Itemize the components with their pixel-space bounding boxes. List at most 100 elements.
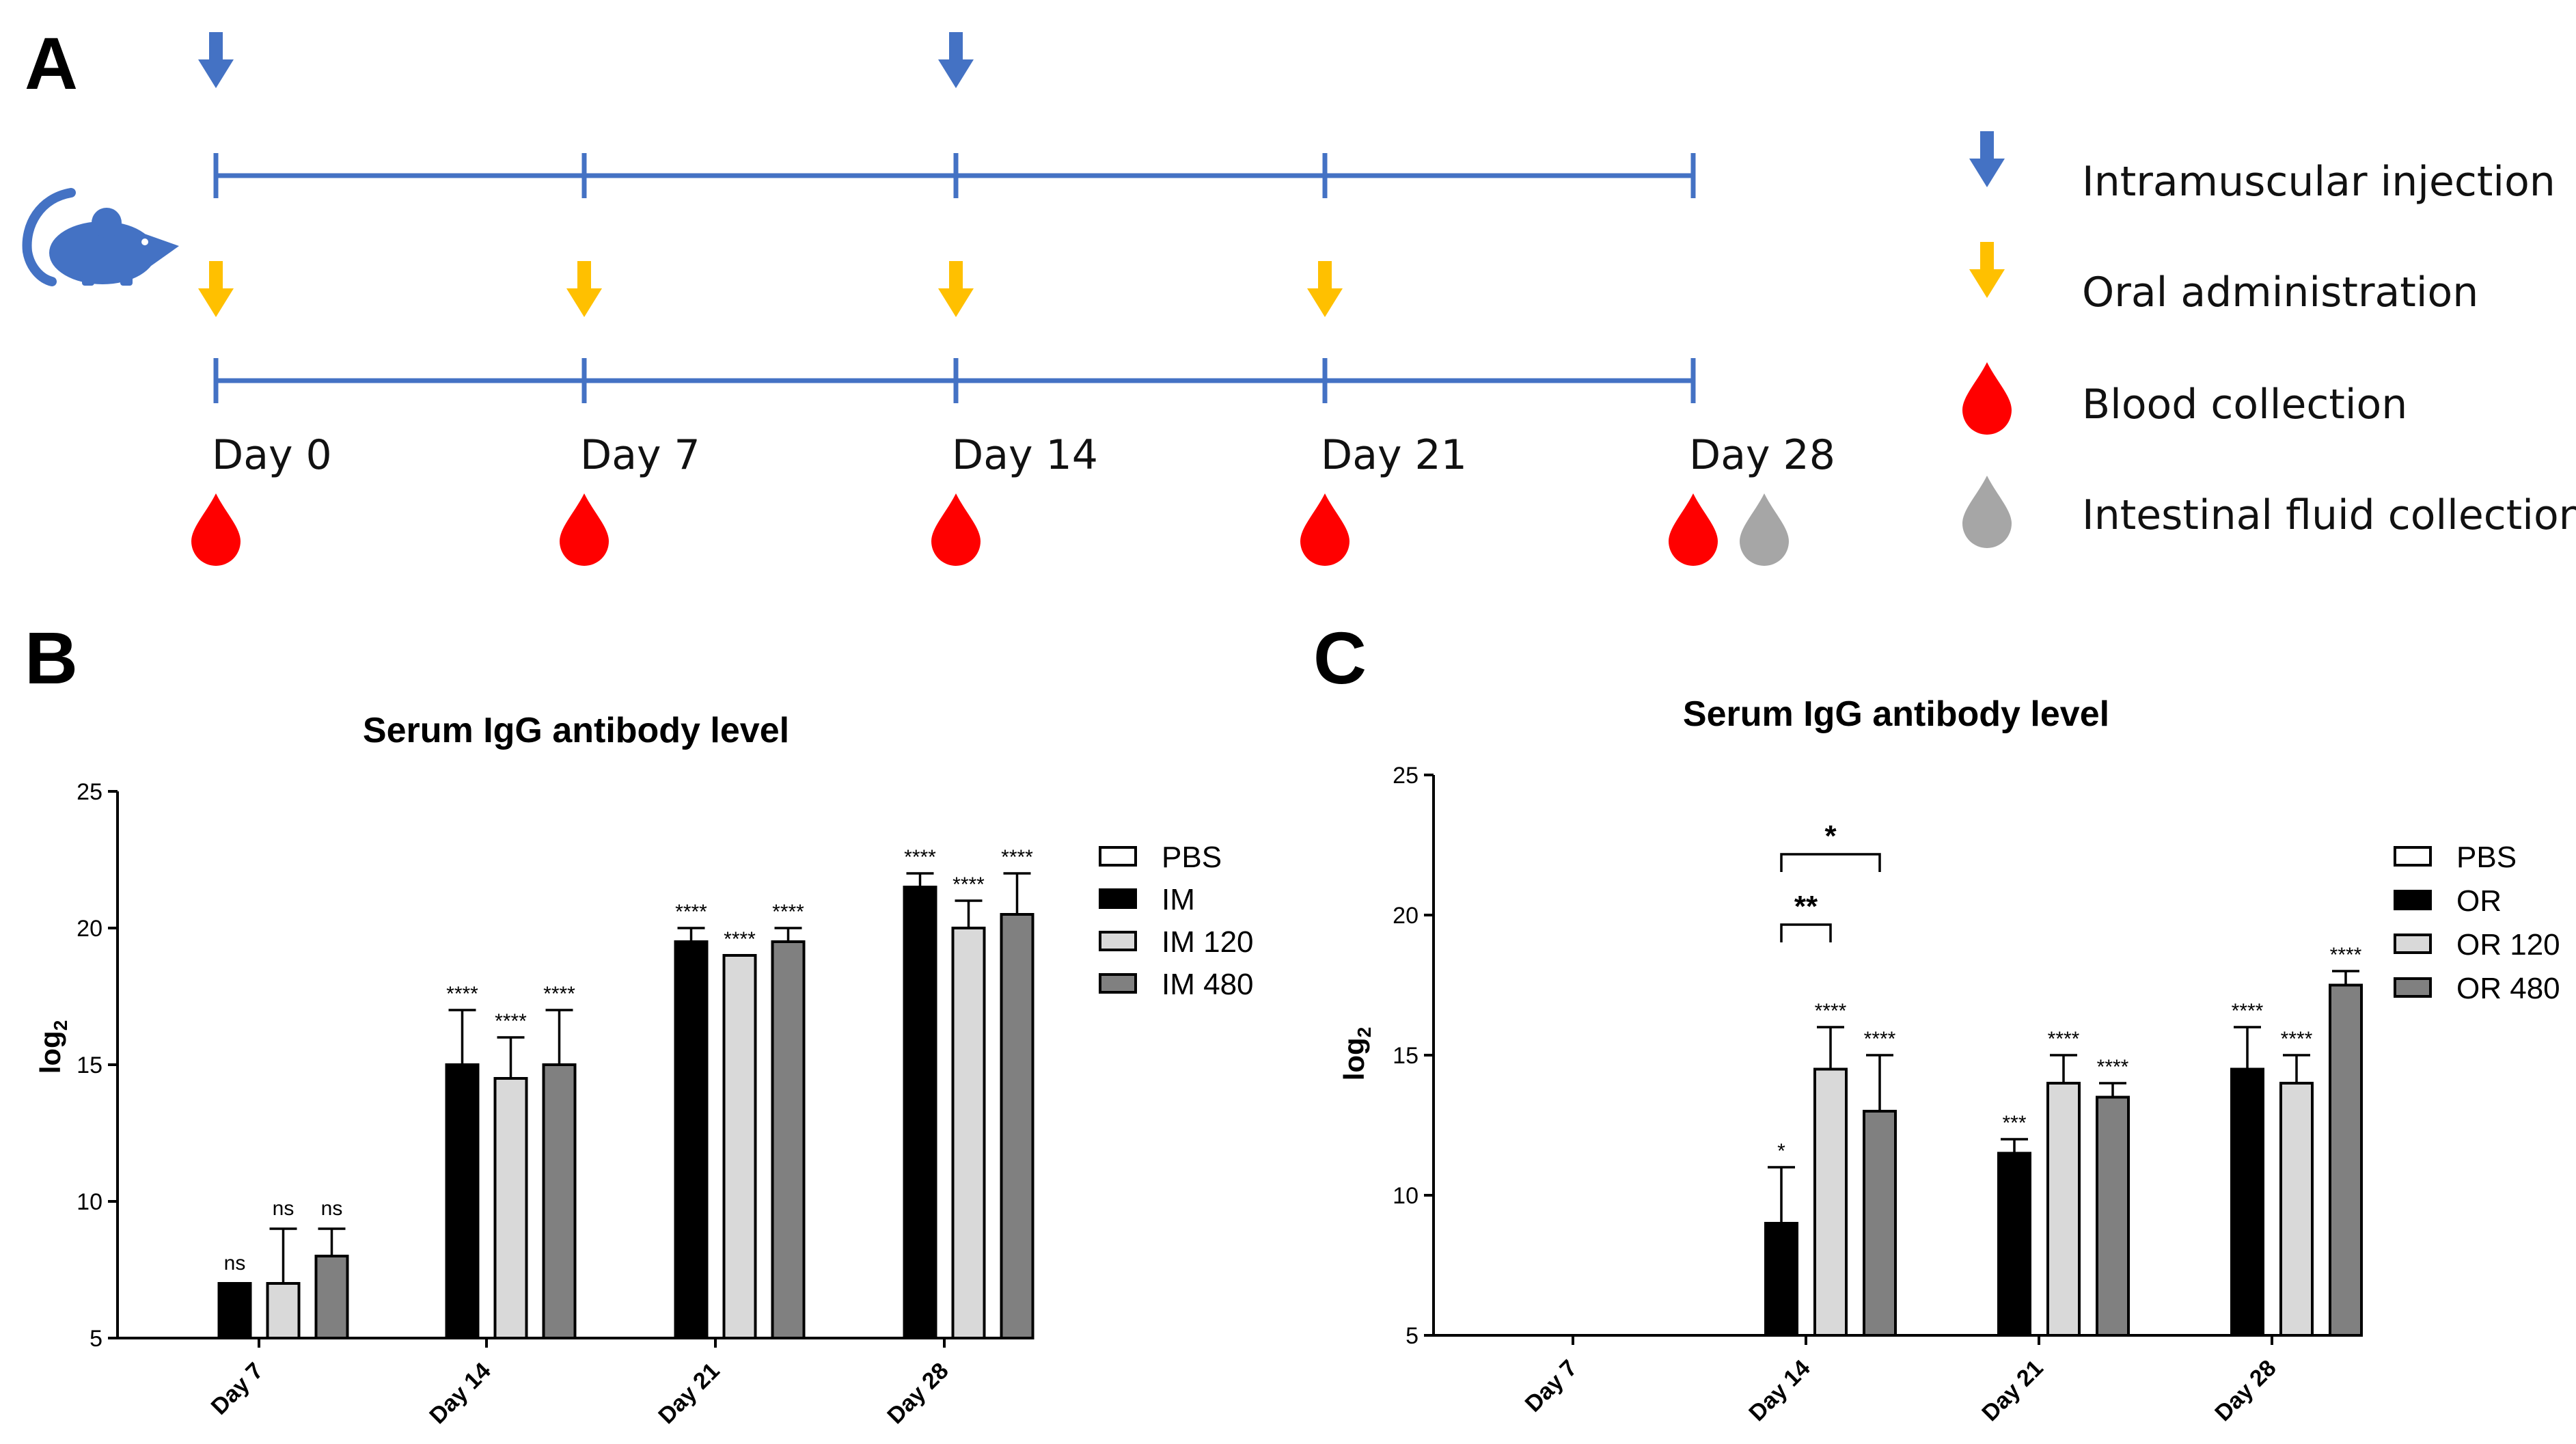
- day-label: Day 7: [580, 431, 700, 479]
- bar: [1863, 1110, 1897, 1337]
- bar: [217, 1282, 252, 1339]
- day-label: Day 28: [1689, 431, 1835, 479]
- legend-label-oral: Oral administration: [2082, 269, 2478, 316]
- oral-arrow-icon: [566, 261, 602, 317]
- x-tick-label: Day 28: [2210, 1355, 2281, 1426]
- y-tick-label: 5: [90, 1326, 102, 1352]
- legend-swatch: [1099, 888, 1137, 909]
- bar: [2046, 1082, 2081, 1337]
- blue-arrow-icon: [1969, 131, 2005, 187]
- legend-swatch: [2394, 934, 2432, 954]
- intestinal-drop-icon: [1740, 493, 1789, 566]
- bar: [1764, 1222, 1798, 1337]
- legend-label: OR: [2456, 884, 2502, 918]
- legend-label: IM 480: [1162, 968, 1254, 1001]
- bar: [1000, 913, 1034, 1339]
- significance-label: ****: [446, 983, 478, 1005]
- oral-arrow-icon: [1307, 261, 1343, 317]
- bar: [771, 940, 806, 1339]
- oral-arrow-icon: [198, 261, 234, 317]
- significance-bracket: [1780, 923, 1832, 942]
- yellow-arrow-icon: [1969, 242, 2005, 298]
- x-tick-label: Day 21: [653, 1358, 724, 1429]
- legend-label: OR 120: [2456, 928, 2560, 962]
- legend-label: PBS: [1162, 841, 1222, 874]
- y-tick-label: 15: [1393, 1043, 1419, 1069]
- legend-swatch: [1099, 973, 1137, 994]
- panel-letter-c: C: [1313, 616, 1367, 699]
- significance-label: ****: [953, 873, 985, 896]
- significance-label: ****: [2330, 944, 2362, 966]
- timeline-day-labels: Day 0 Day 7 Day 14 Day 21 Day 28: [212, 431, 1835, 479]
- chart-b: Serum IgG antibody level log2 5 10 15 20 25 D…: [34, 711, 1254, 1429]
- x-tick-label: Day 28: [882, 1358, 953, 1429]
- blood-drop-icon: [1300, 493, 1349, 566]
- chart-b-y-axis-label: log2: [34, 1020, 71, 1074]
- legend-label: PBS: [2456, 841, 2517, 874]
- y-tick-label: 20: [77, 916, 102, 942]
- bar: [493, 1077, 528, 1339]
- significance-label: ****: [2097, 1056, 2129, 1078]
- timeline-drops: [191, 493, 1789, 566]
- x-tick-label: Day 21: [1977, 1355, 2048, 1426]
- bar: [2096, 1095, 2130, 1337]
- y-tick-label: 15: [77, 1052, 102, 1078]
- y-tick-label: 25: [77, 779, 102, 805]
- chart-c-y-axis-label: log2: [1338, 1027, 1375, 1081]
- significance-bracket: [1780, 853, 1881, 872]
- bar: [951, 927, 986, 1339]
- bar: [2230, 1067, 2264, 1337]
- panel-letter-a: A: [25, 22, 78, 105]
- day-label: Day 21: [1321, 431, 1467, 479]
- bar: [2329, 983, 2363, 1337]
- intramuscular-arrow-icon: [198, 32, 234, 88]
- significance-label: ****: [1815, 1000, 1847, 1022]
- significance-label: ns: [273, 1197, 294, 1220]
- chart-c: Serum IgG antibody level log2 5 10 15 20 25 D…: [1338, 694, 2560, 1426]
- significance-label: ****: [495, 1010, 527, 1033]
- gray-drop-icon: [1962, 476, 2012, 548]
- blood-drop-icon: [931, 493, 981, 566]
- x-tick-label: Day 14: [424, 1358, 495, 1429]
- significance-label: ****: [772, 901, 804, 923]
- bar: [542, 1063, 577, 1339]
- legend-swatch: [2394, 977, 2432, 998]
- significance-label: ****: [904, 846, 936, 869]
- oral-arrow-icon: [938, 261, 974, 317]
- mouse-icon: [22, 188, 179, 286]
- bar: [1813, 1067, 1848, 1337]
- y-tick-label: 10: [1393, 1183, 1419, 1209]
- significance-label: ***: [2002, 1112, 2026, 1134]
- legend-swatch: [2394, 846, 2432, 867]
- red-drop-icon: [1962, 362, 2012, 435]
- bar: [266, 1282, 301, 1339]
- bracket-label: *: [1824, 819, 1837, 853]
- significance-label: ****: [1001, 846, 1033, 869]
- timeline-legend: Intramuscular injection Oral administrat…: [1962, 131, 2576, 548]
- bracket-label: **: [1794, 890, 1818, 923]
- legend-label-blood: Blood collection: [2082, 381, 2407, 428]
- chart-b-title: Serum IgG antibody level: [363, 711, 789, 750]
- blood-drop-icon: [1669, 493, 1718, 566]
- bar: [1997, 1152, 2031, 1337]
- chart-b-marks: 5 10 15 20 25 Day 7 Day 14 Day 21 Day 28 ns **** **…: [77, 779, 1253, 1429]
- bar: [2279, 1082, 2314, 1337]
- legend-label: OR 480: [2456, 972, 2560, 1005]
- legend-swatch: [2394, 890, 2432, 910]
- legend-swatch: [1099, 846, 1137, 867]
- chart-c-title: Serum IgG antibody level: [1683, 694, 2109, 734]
- y-tick-label: 25: [1393, 763, 1419, 789]
- significance-label: ****: [2281, 1028, 2313, 1050]
- y-tick-label: 10: [77, 1189, 102, 1215]
- panel-letter-b: B: [25, 616, 78, 699]
- y-tick-label: 20: [1393, 903, 1419, 929]
- day-label: Day 14: [952, 431, 1098, 479]
- blood-drop-icon: [560, 493, 609, 566]
- legend-label: IM 120: [1162, 925, 1254, 959]
- intramuscular-arrow-icon: [938, 32, 974, 88]
- bar: [445, 1063, 480, 1339]
- bar: [674, 940, 709, 1339]
- significance-label: ns: [224, 1252, 246, 1275]
